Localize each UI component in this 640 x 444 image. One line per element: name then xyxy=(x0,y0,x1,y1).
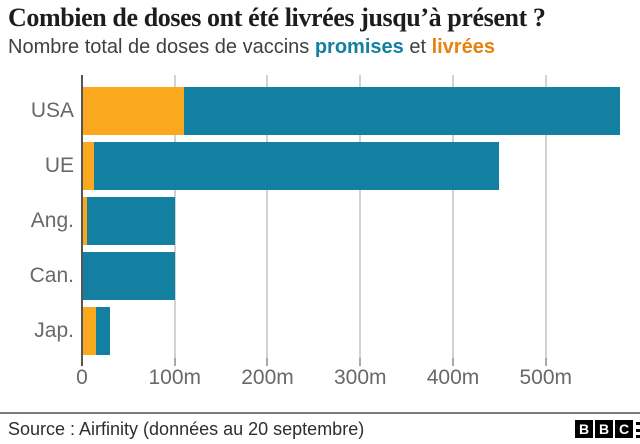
category-label: Ang. xyxy=(30,209,74,232)
gridline xyxy=(451,75,454,358)
subtitle-prefix: Nombre total de doses de vaccins xyxy=(8,36,315,58)
bar-promised xyxy=(82,252,175,300)
y-axis-labels: USA UE Ang. Can. Jap. xyxy=(0,75,74,358)
plot-area xyxy=(81,75,632,366)
gridline xyxy=(266,75,269,358)
tick-mark xyxy=(451,358,454,366)
category-label: Jap. xyxy=(34,319,74,342)
tick-mark xyxy=(266,358,269,366)
bar-row xyxy=(82,87,632,135)
tick-mark xyxy=(359,358,362,366)
page-title: Combien de doses ont été livrées jusqu’à… xyxy=(8,3,546,32)
bar-delivered xyxy=(82,307,96,355)
bbc-logo-block: C xyxy=(615,420,633,438)
legend-delivered-label: livrées xyxy=(431,36,495,58)
gridline xyxy=(359,75,362,358)
tick-mark xyxy=(173,358,176,366)
cropped-edge-icon xyxy=(636,422,640,438)
bar-delivered xyxy=(82,87,185,135)
gridline xyxy=(173,75,176,358)
x-tick-label: 0 xyxy=(76,366,88,389)
x-tick-label: 200m xyxy=(241,366,294,389)
bar-row xyxy=(82,307,632,355)
gridline xyxy=(544,75,547,358)
category-label: UE xyxy=(44,154,74,177)
source-attribution: Source : Airfinity (données au 20 septem… xyxy=(8,419,365,439)
category-label: Can. xyxy=(29,264,74,287)
chart-subtitle: Nombre total de doses de vaccins promise… xyxy=(8,36,636,59)
x-tick-label: 500m xyxy=(519,366,572,389)
bbc-logo-block: B xyxy=(595,420,613,438)
bar-row xyxy=(82,252,632,300)
bar-delivered xyxy=(82,142,95,190)
x-tick-label: 400m xyxy=(426,366,480,389)
bar-delivered xyxy=(82,197,87,245)
bar-row xyxy=(82,197,632,245)
x-axis-tick-labels: 0 100m 200m 300m 400m 500m xyxy=(76,366,632,392)
x-tick-label: 100m xyxy=(148,366,201,389)
footer-divider xyxy=(0,412,640,414)
x-tick-label: 300m xyxy=(333,366,387,389)
bbc-logo-block: B xyxy=(575,420,593,438)
y-axis-line xyxy=(81,75,83,366)
category-label: USA xyxy=(30,99,74,122)
subtitle-and: et xyxy=(403,36,432,58)
bar-row xyxy=(82,142,632,190)
legend-promised-label: promises xyxy=(314,36,404,58)
bar-promised xyxy=(82,197,175,245)
tick-mark xyxy=(544,358,547,366)
bar-promised xyxy=(82,142,500,190)
